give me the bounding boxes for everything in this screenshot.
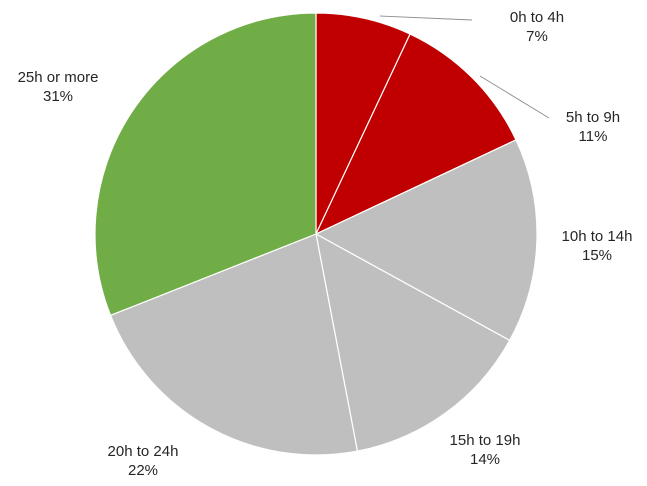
slice-value-label-10h-to-14h: 15% — [582, 247, 612, 264]
slice-value-label-5h-to-9h: 11% — [579, 128, 608, 145]
slice-value-label-15h-to-19h: 14% — [470, 451, 500, 468]
slice-label-0h-to-4h: 0h to 4h — [510, 9, 564, 26]
leader-line-5h-to-9h — [479, 75, 550, 119]
pie-slice-15h-to-19h — [315, 233, 511, 452]
slice-label-5h-to-9h: 5h to 9h — [566, 109, 620, 126]
slice-label-10h-to-14h: 10h to 14h — [562, 228, 633, 245]
slice-label-20h-to-24h: 20h to 24h — [108, 443, 179, 460]
slice-value-label-25h-or-more: 31% — [43, 88, 73, 105]
slice-label-15h-to-19h: 15h to 19h — [450, 432, 521, 449]
slice-value-label-20h-to-24h: 22% — [128, 462, 158, 479]
leader-lines — [379, 15, 550, 119]
pie-slice-20h-to-24h — [109, 233, 359, 456]
slice-value-label-0h-to-4h: 7% — [526, 28, 548, 45]
pie-slices — [94, 12, 538, 456]
leader-line-0h-to-4h — [379, 15, 473, 21]
pie-slice-10h-to-14h — [315, 139, 538, 342]
slice-labels: 0h to 4h 7% 5h to 9h 11% 10h to 14h 15% 15h to… — [18, 9, 633, 479]
pie-slice-25h-or-more — [94, 12, 317, 316]
pie-slice-5h-to-9h — [315, 33, 517, 235]
slice-label-25h-or-more: 25h or more — [18, 69, 99, 86]
